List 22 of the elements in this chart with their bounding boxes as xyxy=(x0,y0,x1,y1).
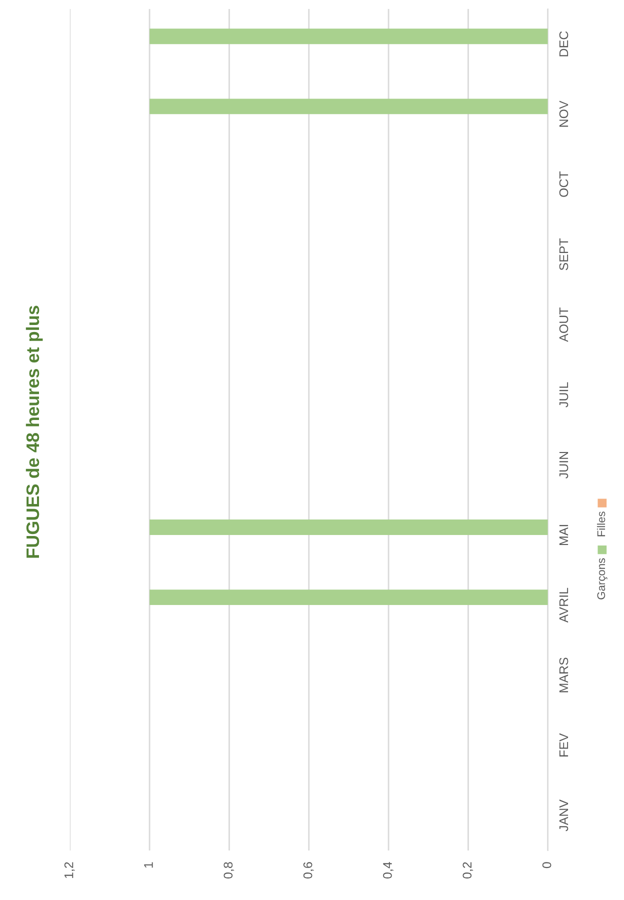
y-tick-label: FEV xyxy=(559,733,568,756)
y-tick-label: SEPT xyxy=(559,238,568,270)
y-tick-label: JUIN xyxy=(559,452,568,479)
legend-label: Filles xyxy=(596,512,606,536)
y-tick-label: JANV xyxy=(559,800,568,832)
x-tick-label: 0,4 xyxy=(383,862,394,878)
y-tick-label: MAI xyxy=(559,524,568,546)
x-tick-label: 0,8 xyxy=(224,862,234,878)
x-tick-label: 0,6 xyxy=(303,862,314,878)
x-tick-label: 0 xyxy=(542,862,552,868)
y-tick-label: AOUT xyxy=(559,307,568,342)
y-tick-label: MARS xyxy=(559,658,568,692)
y-tick-label: DEC xyxy=(559,31,568,56)
x-tick-label: 0,2 xyxy=(462,862,474,878)
x-tick-label: 1,2 xyxy=(64,862,75,878)
y-tick-label: NOV xyxy=(559,100,568,127)
x-tick-label: 1 xyxy=(144,862,153,868)
y-tick-label: AVRIL xyxy=(559,588,568,623)
text: FUGUES de 48 heures et plus xyxy=(26,306,43,558)
y-tick-label: JUIL xyxy=(559,382,568,408)
legend-label: Garçons xyxy=(597,558,608,600)
y-tick-label: OCT xyxy=(559,171,568,197)
